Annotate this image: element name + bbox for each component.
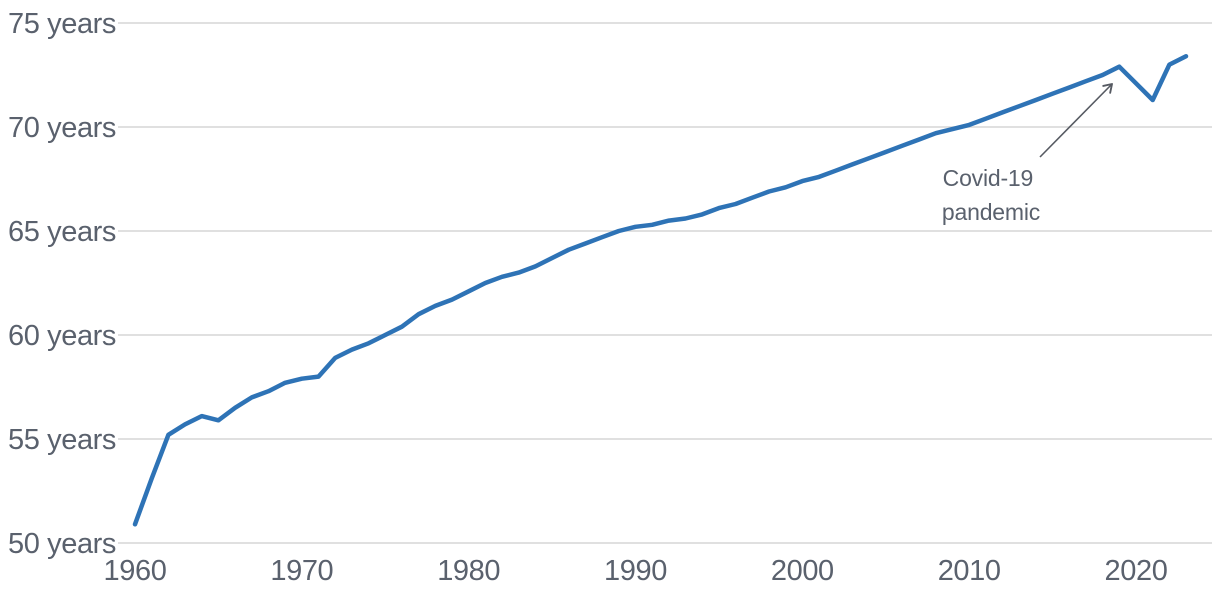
x-tick-label: 1960 <box>104 555 167 587</box>
y-tick-label: 70 years <box>8 112 116 144</box>
gridlines <box>118 22 1212 544</box>
x-tick-label: 2020 <box>1105 555 1168 587</box>
covid-annotation: Covid-19 pandemic <box>942 83 1113 225</box>
y-axis-labels: 75 years 70 years 65 years 60 years 55 years… <box>8 8 116 560</box>
life-expectancy-line <box>132 54 1189 527</box>
x-tick-label: 1970 <box>270 555 333 587</box>
annotation-arrow-icon <box>1039 83 1113 158</box>
x-tick-label: 1980 <box>437 555 500 587</box>
x-tick-label: 2000 <box>771 555 834 587</box>
x-axis-labels: 1960 1970 1980 1990 2000 2010 2020 <box>104 555 1168 587</box>
y-tick-label: 65 years <box>8 216 116 248</box>
y-tick-label: 75 years <box>8 8 116 40</box>
y-tick-label: 50 years <box>8 528 116 560</box>
x-tick-label: 1990 <box>604 555 667 587</box>
covid-annotation-line1: Covid-19 <box>943 165 1033 191</box>
covid-annotation-line2: pandemic <box>942 199 1040 225</box>
y-tick-label: 60 years <box>8 320 116 352</box>
y-tick-label: 55 years <box>8 424 116 456</box>
x-tick-label: 2010 <box>938 555 1001 587</box>
covid-annotation-label: Covid-19 pandemic <box>942 165 1040 225</box>
